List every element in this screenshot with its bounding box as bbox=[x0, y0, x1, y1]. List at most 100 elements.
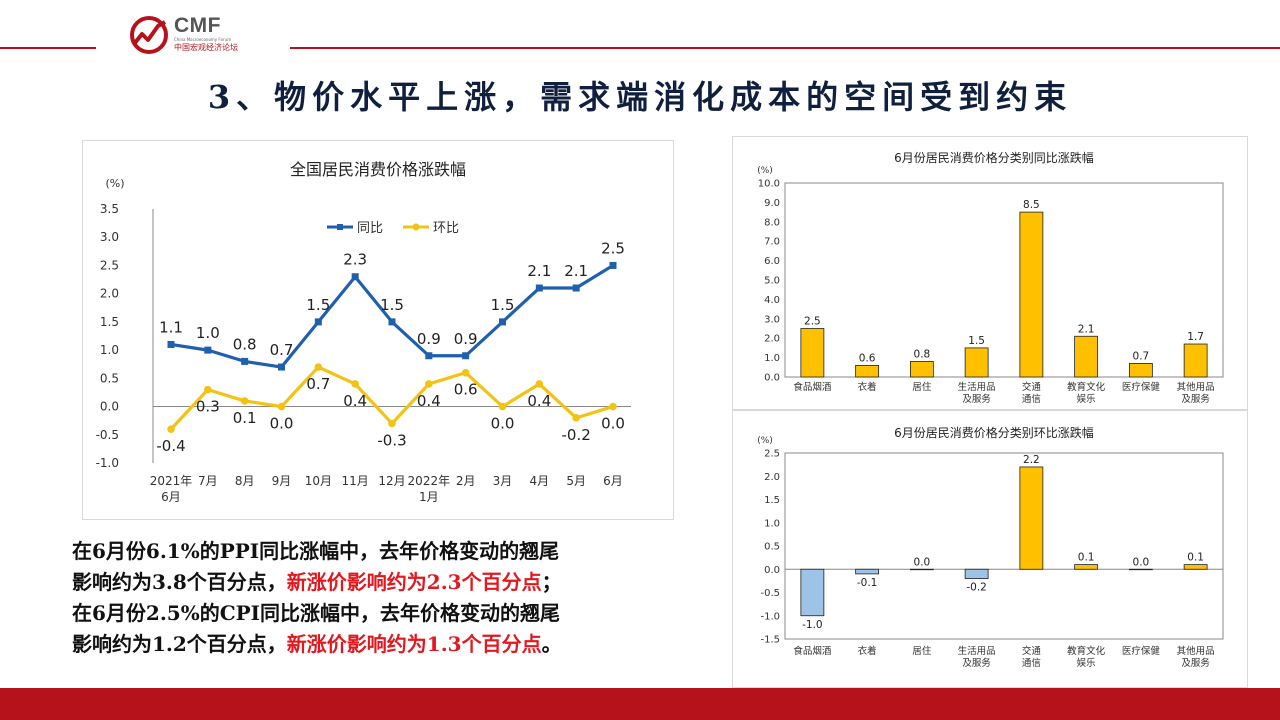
x-tick-label: 食品烟酒 bbox=[793, 381, 832, 393]
y-tick-label: 9.0 bbox=[764, 198, 780, 209]
data-label: -0.1 bbox=[857, 577, 878, 589]
data-label: -0.2 bbox=[966, 582, 987, 594]
data-label: 1.0 bbox=[196, 324, 220, 342]
data-point bbox=[351, 380, 359, 388]
summary-line-1: 在6月份6.1%的PPI同比涨幅中，去年价格变动的翘尾 bbox=[72, 536, 712, 567]
x-tick-label: 6月 bbox=[603, 474, 623, 488]
y-tick-label: 3.0 bbox=[100, 230, 119, 244]
cpi-line-chart-panel: 全国居民消费价格涨跌幅 (%) 3.5 3.0 2.5 2.0 1.5 1.0 0.5 0.0 -0… bbox=[82, 140, 674, 520]
y-tick-label: 4.0 bbox=[764, 295, 780, 306]
bar bbox=[800, 568, 825, 617]
data-label: -0.4 bbox=[156, 437, 185, 455]
logo-mark-icon bbox=[130, 16, 168, 54]
data-label: 1.1 bbox=[159, 318, 183, 336]
summary-text: 在6月份6.1%的PPI同比涨幅中，去年价格变动的翘尾 影响约为3.8个百分点，… bbox=[72, 536, 712, 660]
x-tick-label: 衣着 bbox=[858, 381, 877, 393]
data-label: 0.6 bbox=[454, 381, 478, 399]
x-tick-label: 其他用品及服务 bbox=[1177, 645, 1215, 669]
header-rule-right bbox=[290, 47, 1280, 49]
y-axis-unit: (%) bbox=[757, 166, 773, 176]
x-tick-label: 3月 bbox=[493, 474, 513, 488]
data-label: 2.5 bbox=[601, 239, 625, 257]
logo-subtitle: China Macroeconomy Forum bbox=[174, 37, 232, 42]
bar bbox=[855, 568, 880, 575]
y-tick-label: 1.0 bbox=[100, 343, 119, 357]
y-tick-label: 3.0 bbox=[764, 314, 780, 325]
bar bbox=[1183, 343, 1208, 378]
data-point bbox=[388, 318, 396, 326]
data-label: 0.0 bbox=[601, 415, 625, 433]
data-label: 0.3 bbox=[196, 398, 220, 416]
y-tick-label: 8.0 bbox=[764, 217, 780, 228]
x-tick-label: 教育文化娱乐 bbox=[1067, 645, 1106, 669]
data-label: 0.1 bbox=[1187, 552, 1204, 564]
summary-line-2: 影响约为3.8个百分点，新涨价影响约为2.3个百分点； bbox=[72, 567, 712, 598]
legend-label: 同比 bbox=[357, 221, 383, 236]
data-point bbox=[277, 402, 286, 411]
x-tick-label: 交通通信 bbox=[1022, 645, 1042, 669]
bar bbox=[1019, 211, 1044, 378]
data-label: 0.8 bbox=[233, 335, 257, 353]
summary-cpi-carryover: 影响约为1.2个百分点， bbox=[72, 632, 287, 656]
x-tick-label: 衣着 bbox=[858, 645, 877, 657]
data-label: 1.7 bbox=[1187, 331, 1204, 343]
y-tick-label: 10.0 bbox=[758, 179, 780, 190]
y-tick-label: -0.5 bbox=[96, 428, 119, 442]
data-point bbox=[314, 363, 323, 371]
footer-bar bbox=[0, 688, 1280, 720]
cmf-logo: CMF China Macroeconomy Forum 中国宏观经济论坛 bbox=[128, 14, 288, 56]
x-tick-label: 4月 bbox=[530, 474, 550, 488]
data-label: 0.7 bbox=[270, 341, 294, 359]
bar bbox=[1019, 466, 1044, 570]
y-tick-label: -1.0 bbox=[96, 456, 119, 470]
x-tick-label: 10月 bbox=[305, 474, 332, 488]
cpi-line-chart: 全国居民消费价格涨跌幅 (%) 3.5 3.0 2.5 2.0 1.5 1.0 0.5 0.0 -0… bbox=[96, 160, 631, 504]
data-label: 0.8 bbox=[914, 348, 931, 360]
x-tick-label: 医疗保健 bbox=[1122, 645, 1161, 657]
plot-frame bbox=[784, 452, 1224, 640]
summary-line-4: 影响约为1.2个百分点，新涨价影响约为1.3个百分点。 bbox=[72, 629, 712, 660]
data-point bbox=[278, 363, 285, 371]
x-tick-label: 医疗保健 bbox=[1122, 381, 1161, 393]
bar bbox=[909, 361, 934, 378]
x-tick-label: 居住 bbox=[912, 381, 932, 393]
data-label: 0.7 bbox=[306, 375, 330, 393]
data-point bbox=[240, 397, 249, 405]
data-point bbox=[314, 318, 322, 326]
chart-title: 全国居民消费价格涨跌幅 bbox=[290, 160, 466, 179]
x-tick-label: 食品烟酒 bbox=[793, 645, 832, 657]
y-tick-label: 0.0 bbox=[764, 565, 780, 576]
data-label: 2.5 bbox=[804, 316, 821, 328]
x-tick-label: 其他用品及服务 bbox=[1177, 381, 1215, 405]
data-point bbox=[425, 380, 433, 388]
chart-title: 6月份居民消费价格分类别同比涨跌幅 bbox=[894, 150, 1094, 165]
y-tick-label: 2.0 bbox=[764, 472, 780, 483]
summary-line-3: 在6月份2.5%的CPI同比涨幅中，去年价格变动的翘尾 bbox=[72, 598, 712, 629]
summary-punct: 。 bbox=[541, 632, 562, 656]
y-tick-label: 6.0 bbox=[764, 256, 780, 267]
x-tick-label: 5月 bbox=[566, 474, 586, 488]
y-tick-label: -1.0 bbox=[760, 611, 780, 622]
data-point bbox=[572, 414, 580, 422]
data-label: 0.1 bbox=[233, 409, 257, 427]
x-tick-label: 居住 bbox=[912, 645, 932, 657]
x-tick-label: 9月 bbox=[272, 474, 292, 488]
y-tick-label: 1.0 bbox=[764, 518, 780, 529]
data-label: 1.5 bbox=[306, 296, 330, 314]
bar bbox=[1128, 568, 1153, 571]
data-point bbox=[204, 346, 212, 354]
y-tick-label: 1.5 bbox=[764, 495, 780, 506]
y-tick-label: 7.0 bbox=[764, 237, 780, 248]
x-tick-label: 教育文化娱乐 bbox=[1067, 381, 1106, 405]
mom-bar-chart: 6月份居民消费价格分类别环比涨跌幅 (%) 2.5 2.0 1.5 1.0 0.5 0.0 -0… bbox=[757, 425, 1224, 669]
summary-cpi-new-price-highlight: 新涨价影响约为1.3个百分点 bbox=[286, 632, 542, 656]
data-label: 0.6 bbox=[859, 352, 876, 364]
x-tick-label: 2021年 6月 bbox=[150, 474, 193, 504]
data-point bbox=[351, 273, 359, 281]
data-point bbox=[167, 340, 175, 348]
data-label: 2.1 bbox=[527, 262, 551, 280]
x-tick-label: 2月 bbox=[456, 474, 476, 488]
data-label: 8.5 bbox=[1023, 199, 1040, 211]
data-point bbox=[167, 425, 175, 433]
data-label: -1.0 bbox=[802, 619, 823, 631]
